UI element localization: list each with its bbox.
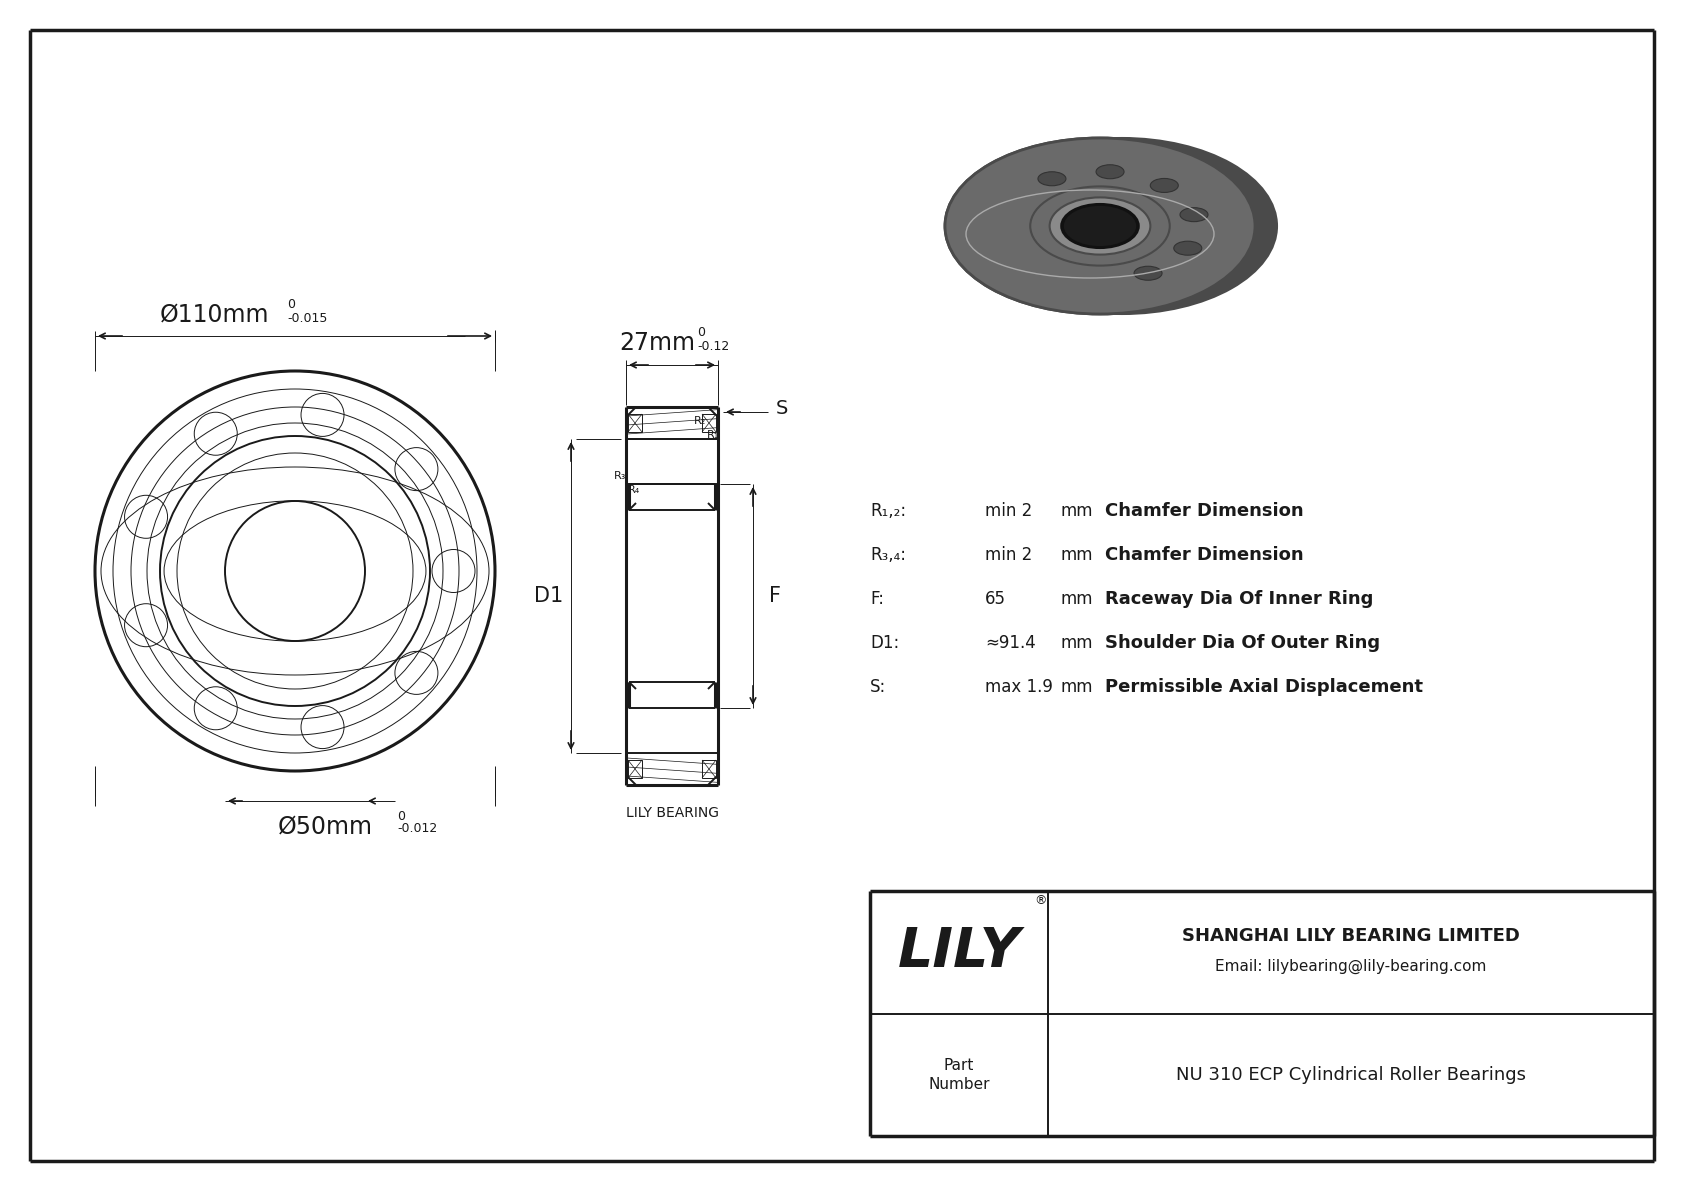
Bar: [702, 414, 716, 432]
Text: Part
Number: Part Number: [928, 1058, 990, 1091]
Ellipse shape: [1037, 172, 1066, 186]
Text: 0: 0: [397, 810, 404, 823]
Bar: [702, 760, 716, 778]
Bar: [628, 414, 642, 432]
Text: Permissible Axial Displacement: Permissible Axial Displacement: [1105, 678, 1423, 696]
Ellipse shape: [1049, 198, 1150, 255]
Text: ®: ®: [1034, 894, 1046, 908]
Ellipse shape: [1180, 207, 1207, 222]
Text: F:: F:: [871, 590, 884, 607]
Text: min 2: min 2: [985, 501, 1032, 520]
Text: Chamfer Dimension: Chamfer Dimension: [1105, 545, 1303, 565]
Text: NU 310 ECP Cylindrical Roller Bearings: NU 310 ECP Cylindrical Roller Bearings: [1175, 1066, 1526, 1084]
Text: R₄: R₄: [628, 485, 640, 495]
Text: R₂: R₂: [694, 416, 706, 426]
Bar: [628, 760, 642, 778]
Text: -0.12: -0.12: [697, 339, 729, 353]
Ellipse shape: [945, 138, 1255, 314]
Text: mm: mm: [1059, 545, 1093, 565]
Text: D1:: D1:: [871, 634, 899, 651]
Ellipse shape: [1150, 179, 1179, 193]
Ellipse shape: [1063, 205, 1137, 247]
Text: LILY: LILY: [898, 925, 1021, 979]
Text: 0: 0: [286, 298, 295, 311]
Text: R₁: R₁: [707, 430, 719, 439]
Ellipse shape: [967, 138, 1276, 314]
Text: mm: mm: [1059, 590, 1093, 607]
Ellipse shape: [1174, 242, 1202, 255]
Text: 65: 65: [985, 590, 1005, 607]
Text: LILY BEARING: LILY BEARING: [625, 806, 719, 819]
Text: max 1.9: max 1.9: [985, 678, 1052, 696]
Text: mm: mm: [1059, 678, 1093, 696]
Text: S:: S:: [871, 678, 886, 696]
Text: Chamfer Dimension: Chamfer Dimension: [1105, 501, 1303, 520]
Ellipse shape: [1096, 164, 1123, 179]
Text: SHANGHAI LILY BEARING LIMITED: SHANGHAI LILY BEARING LIMITED: [1182, 928, 1521, 946]
Text: R₁,₂:: R₁,₂:: [871, 501, 906, 520]
Text: Shoulder Dia Of Outer Ring: Shoulder Dia Of Outer Ring: [1105, 634, 1381, 651]
Text: 27mm: 27mm: [620, 331, 695, 355]
Text: Raceway Dia Of Inner Ring: Raceway Dia Of Inner Ring: [1105, 590, 1374, 607]
Text: 0: 0: [697, 326, 706, 339]
Text: R₃: R₃: [615, 470, 626, 481]
Text: S: S: [776, 399, 788, 418]
Ellipse shape: [945, 138, 1255, 314]
Text: mm: mm: [1059, 634, 1093, 651]
Ellipse shape: [1133, 267, 1162, 280]
Text: Ø110mm: Ø110mm: [160, 303, 269, 326]
Text: ≈91.4: ≈91.4: [985, 634, 1036, 651]
Text: min 2: min 2: [985, 545, 1032, 565]
Ellipse shape: [1061, 204, 1138, 248]
Text: Ø50mm: Ø50mm: [278, 813, 372, 838]
Text: -0.015: -0.015: [286, 312, 327, 324]
Text: R₃,₄:: R₃,₄:: [871, 545, 906, 565]
Text: -0.012: -0.012: [397, 823, 438, 836]
Text: F: F: [770, 586, 781, 606]
Text: mm: mm: [1059, 501, 1093, 520]
Text: D1: D1: [534, 586, 564, 606]
Text: Email: lilybearing@lily-bearing.com: Email: lilybearing@lily-bearing.com: [1216, 959, 1487, 974]
